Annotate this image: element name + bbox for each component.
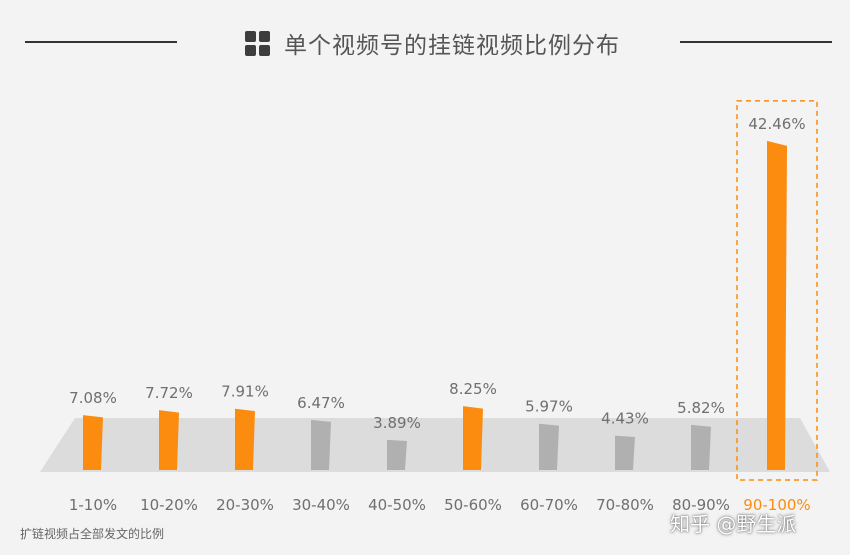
title-rule-right <box>680 41 832 43</box>
grid-icon <box>245 30 270 56</box>
bars-group: 7.08% 1-10% 7.72% 10-20% 7.91% 20-30% 6.47% 30-… <box>69 115 811 514</box>
bar-20-30% <box>235 408 255 470</box>
category-label-90-100%: 90-100% <box>743 496 810 514</box>
category-label-20-30%: 20-30% <box>216 496 274 514</box>
bar-80-90% <box>691 424 711 470</box>
value-label-60-70%: 5.97% <box>525 398 573 416</box>
category-label-80-90%: 80-90% <box>672 496 730 514</box>
title-rule-left <box>25 41 177 43</box>
category-label-70-80%: 70-80% <box>596 496 654 514</box>
value-label-10-20%: 7.72% <box>145 384 193 402</box>
value-label-40-50%: 3.89% <box>373 414 421 432</box>
value-label-50-60%: 8.25% <box>449 380 497 398</box>
chart-footnote: 扩链视频占全部发文的比例 <box>20 527 165 541</box>
category-label-30-40%: 30-40% <box>292 496 350 514</box>
chart-title: 单个视频号的挂链视频比例分布 <box>284 33 620 59</box>
chart-floor <box>40 418 830 472</box>
category-label-40-50%: 40-50% <box>368 496 426 514</box>
watermark-text: 知乎 @野生派 <box>670 512 797 536</box>
bar-1-10% <box>83 415 103 470</box>
bar-90-100% <box>767 140 787 470</box>
bar-60-70% <box>539 423 559 470</box>
bar-70-80% <box>615 435 635 470</box>
category-label-10-20%: 10-20% <box>140 496 198 514</box>
value-label-80-90%: 5.82% <box>677 399 725 417</box>
value-label-30-40%: 6.47% <box>297 394 345 412</box>
value-label-70-80%: 4.43% <box>601 410 649 428</box>
chart-header: 单个视频号的挂链视频比例分布 <box>245 26 620 60</box>
highlight-box <box>736 100 818 481</box>
category-label-1-10%: 1-10% <box>69 496 117 514</box>
category-label-50-60%: 50-60% <box>444 496 502 514</box>
bar-10-20% <box>159 410 179 470</box>
value-label-1-10%: 7.08% <box>69 389 117 407</box>
bar-50-60% <box>463 406 483 470</box>
category-label-60-70%: 60-70% <box>520 496 578 514</box>
bar-40-50% <box>387 439 407 470</box>
value-label-90-100%: 42.46% <box>748 115 805 133</box>
bar-30-40% <box>311 419 331 470</box>
value-label-20-30%: 7.91% <box>221 383 269 401</box>
